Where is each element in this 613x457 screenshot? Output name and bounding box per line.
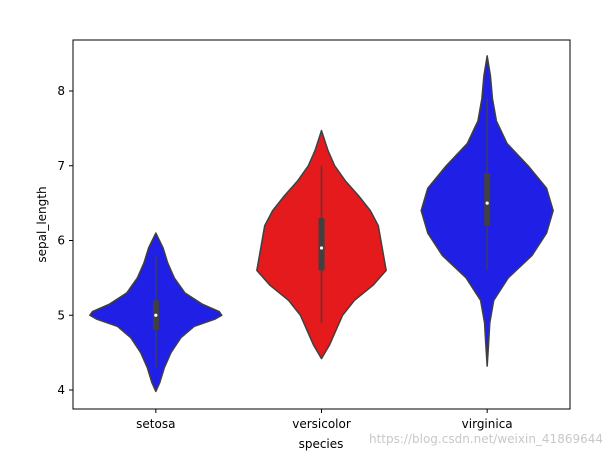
x-axis: setosa versicolor virginica <box>136 409 513 431</box>
watermark-text: https://blog.csdn.net/weixin_41869644 <box>369 432 603 446</box>
violin-setosa <box>89 232 223 393</box>
violin-virginica <box>420 55 554 367</box>
y-axis: 4 5 6 7 8 <box>57 84 73 397</box>
median-dot <box>319 246 324 250</box>
y-axis-label: sepal_length <box>35 186 49 262</box>
iqr-box <box>484 173 491 226</box>
y-tick-label: 4 <box>57 383 65 397</box>
x-tick-label: virginica <box>462 417 513 431</box>
iqr-box <box>318 218 325 271</box>
y-tick-label: 6 <box>57 234 65 248</box>
median-dot <box>485 201 489 205</box>
x-tick-label: versicolor <box>292 417 351 431</box>
y-tick-label: 5 <box>57 308 65 322</box>
violins-layer <box>89 55 554 393</box>
x-tick-label: setosa <box>136 417 175 431</box>
y-tick-label: 7 <box>57 159 65 173</box>
y-tick-label: 8 <box>57 84 65 98</box>
violin-versicolor <box>256 129 387 360</box>
median-dot <box>154 313 158 317</box>
x-axis-label: species <box>299 437 344 451</box>
